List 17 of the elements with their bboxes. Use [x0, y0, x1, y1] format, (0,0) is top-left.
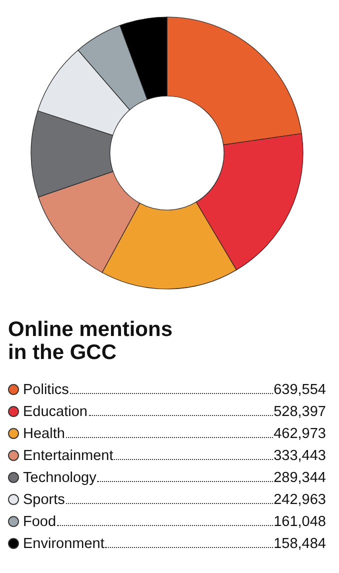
- legend-label: Technology: [23, 470, 96, 486]
- data-label: 158,484: [274, 536, 326, 552]
- data-label: 289,344: [274, 470, 326, 486]
- data-label: 528,397: [274, 404, 326, 420]
- data-label: 242,963: [274, 492, 326, 508]
- data-label: 333,443: [274, 448, 326, 464]
- legend-label: Education: [23, 404, 88, 420]
- legend-label: Health: [23, 426, 65, 442]
- data-label: 462,973: [274, 426, 326, 442]
- data-label: 161,048: [274, 514, 326, 530]
- legend-label: Entertainment: [23, 448, 114, 464]
- legend-label: Environment: [23, 536, 104, 552]
- legend-label: Sports: [23, 492, 65, 508]
- data-label: 639,554: [274, 382, 326, 398]
- legend-label: Politics: [23, 382, 69, 398]
- text: Online mentions in the GCC: [8, 318, 173, 364]
- legend-label: Food: [23, 514, 56, 530]
